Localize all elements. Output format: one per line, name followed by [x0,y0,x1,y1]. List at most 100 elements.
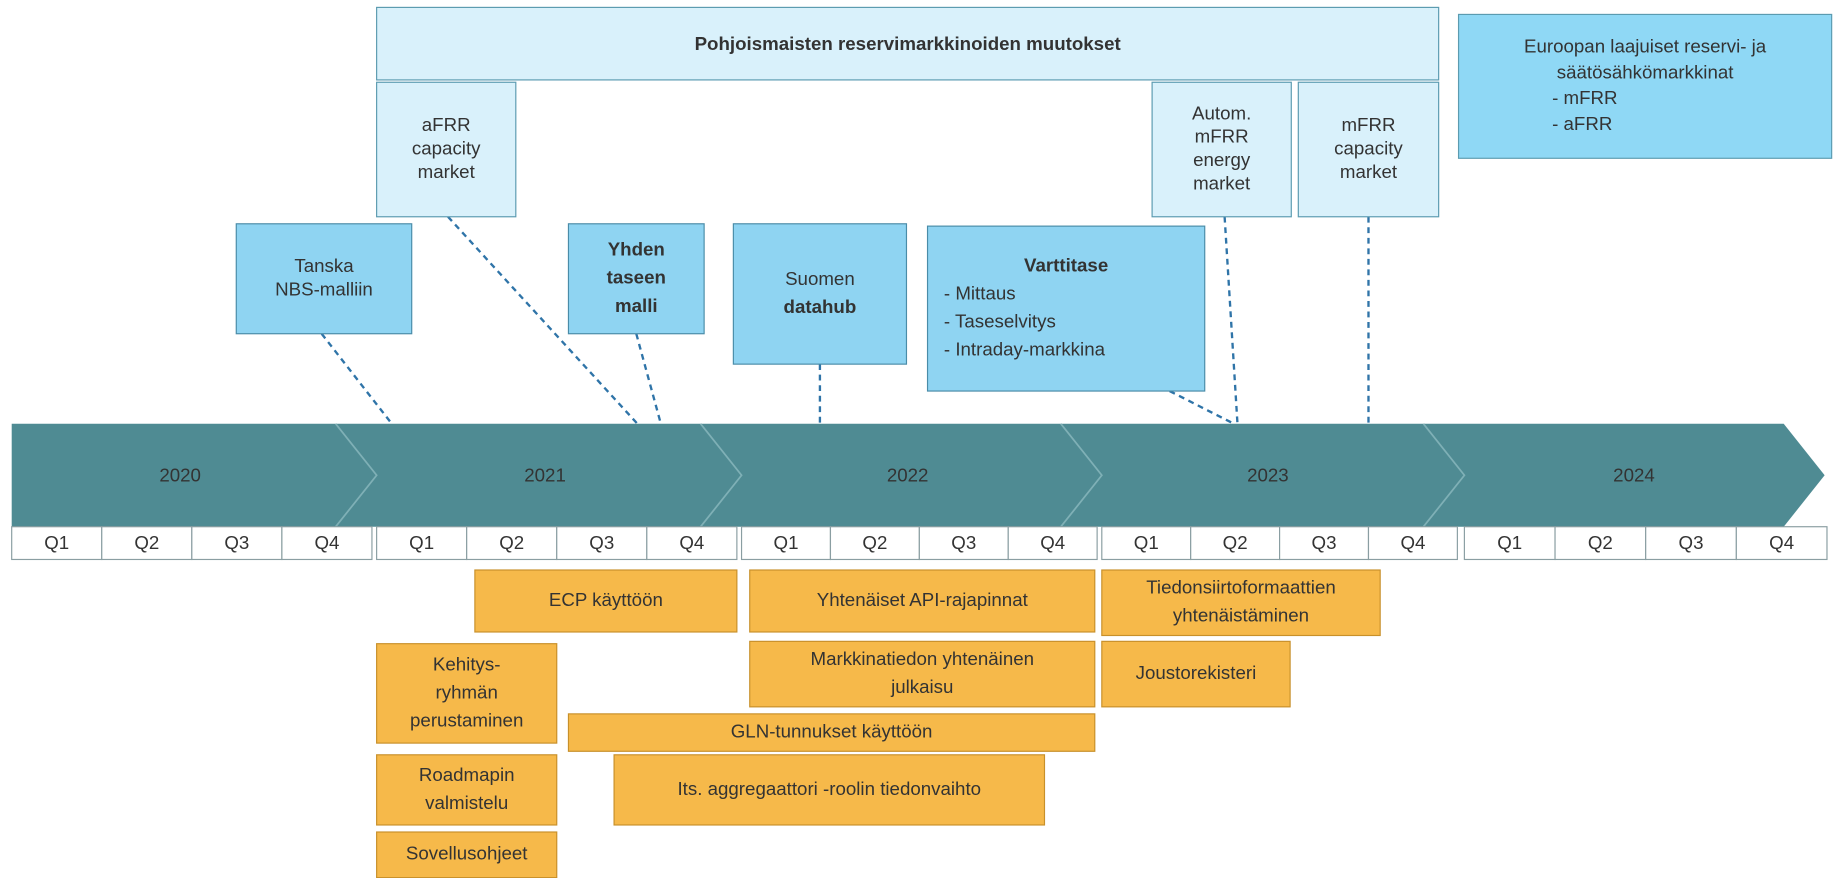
quarter-cell [1735,526,1828,561]
quarter-cell [376,526,468,561]
nordic-box-text: market [1193,173,1251,194]
task-box-text: Sovellusohjeet [406,843,528,864]
quarter-label: Q2 [1223,532,1248,553]
quarter-cell [1279,526,1370,561]
nordic-box [376,81,517,218]
year-dividers [335,423,1466,528]
quarter-label: Q4 [1400,532,1425,553]
european-box [1457,13,1833,159]
nordic-box-text: aFRR [422,114,471,135]
year-label: 2023 [1247,464,1289,485]
quarter-label: Q1 [1497,532,1522,553]
quarter-label: Q3 [1679,532,1704,553]
header-title: Pohjoismaisten reservimarkkinoiden muuto… [695,33,1121,54]
milestone-box-text: Suomen [785,268,855,289]
nordic-box-text: capacity [1334,137,1403,158]
european-box-text: Euroopan laajuiset reservi- ja [1524,36,1767,57]
task-box [1101,569,1381,637]
milestone-box-text: malli [615,295,658,316]
quarter-label: Q3 [224,532,249,553]
timeline-arrow [11,423,1825,527]
task-box [376,643,558,744]
quarter-label: Q3 [1312,532,1337,553]
nordic-box-text: mFRR [1341,114,1395,135]
task-box-text: Roadmapin [419,764,515,785]
milestone-box-text: NBS-malliin [275,278,373,299]
task-box [749,640,1096,708]
year-label: 2022 [887,464,929,485]
header-box [376,6,1440,81]
quarter-label: Q4 [1769,532,1794,553]
milestone-box-item: - Taseselvitys [944,311,1056,332]
task-box [1101,640,1291,708]
quarter-cell [1554,526,1647,561]
quarter-label: Q4 [679,532,704,553]
task-box-text: ECP käyttöön [549,589,663,610]
quarter-cell [101,526,193,561]
milestone-box-text: Tanska [294,255,354,276]
task-box [613,754,1046,826]
task-box-text: GLN-tunnukset käyttöön [731,721,933,742]
quarter-cell [829,526,920,561]
task-box [567,713,1096,752]
task-box [376,831,558,878]
quarter-cell [466,526,558,561]
task-box [474,569,738,633]
milestone-box-text: datahub [784,296,857,317]
milestone-box-item: - Intraday-markkina [944,339,1106,360]
task-box [749,569,1096,633]
quarter-cell [1367,526,1458,561]
quarter-cell [1645,526,1737,561]
european-box-item: - mFRR [1552,87,1617,108]
nordic-box-text: market [418,161,476,182]
quarter-cell [1007,526,1098,561]
milestone-box-text: Yhden [608,239,665,260]
quarter-label: Q1 [774,532,799,553]
quarter-label: Q4 [314,532,339,553]
task-box-text: yhtenäistäminen [1173,605,1309,626]
task-box-text: ryhmän [435,681,497,702]
nordic-box-text: energy [1193,149,1251,170]
quarter-label: Q3 [951,532,976,553]
nordic-box-text: Autom. [1192,102,1251,123]
nordic-box [1297,81,1440,218]
connectors [320,215,1370,425]
quarter-label: Q2 [134,532,159,553]
quarter-cell [191,526,283,561]
milestone-box-text: Varttitase [1024,254,1108,275]
task-box-text: Tiedonsiirtoformaattien [1146,577,1336,598]
task-box-text: perustaminen [410,709,523,730]
european-box-item: - aFRR [1552,113,1612,134]
quarter-label: Q1 [409,532,434,553]
task-box-text: Markkinatiedon yhtenäinen [810,648,1034,669]
milestone-box [567,223,705,335]
task-box-text: valmistelu [425,792,508,813]
nordic-box-text: market [1340,161,1398,182]
milestone-box-text: taseen [607,267,666,288]
quarter-cell [281,526,373,561]
quarter-label: Q2 [1588,532,1613,553]
task-box-text: Its. aggregaattori -roolin tiedonvaihto [677,778,981,799]
quarter-cell [646,526,738,561]
task-box-text: Joustorekisteri [1136,662,1257,683]
quarter-cell [11,526,103,561]
quarter-label: Q1 [44,532,69,553]
european-box-text: säätösähkömarkkinat [1557,61,1735,82]
task-box-text: Kehitys- [433,653,501,674]
task-box-text: Yhtenäiset API-rajapinnat [817,589,1029,610]
year-label: 2024 [1613,464,1655,485]
year-label: 2020 [159,464,201,485]
milestone-box [235,223,413,335]
quarter-cell [740,526,832,561]
nordic-box-text: mFRR [1195,126,1249,147]
nordic-box-text: capacity [412,137,481,158]
quarter-label: Q2 [499,532,524,553]
milestone-box [926,225,1206,392]
year-label: 2021 [524,464,566,485]
quarter-label: Q3 [589,532,614,553]
task-box-text: julkaisu [890,676,953,697]
quarter-label: Q1 [1134,532,1159,553]
quarter-label: Q2 [862,532,887,553]
